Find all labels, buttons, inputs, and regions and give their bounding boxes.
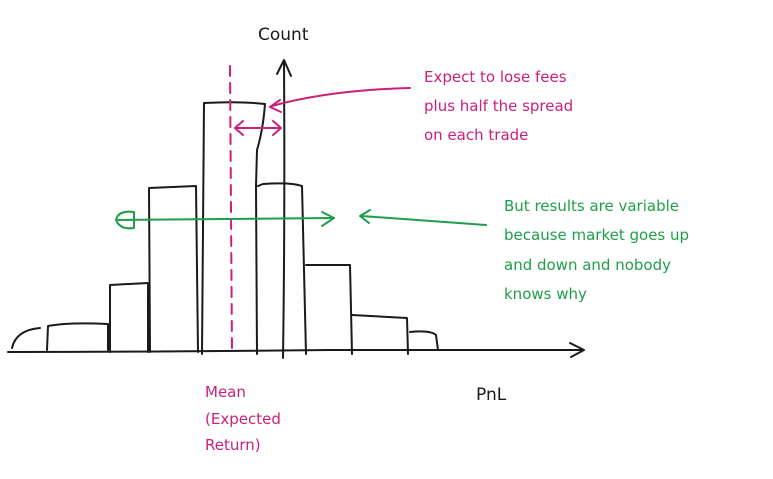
variability-left-head xyxy=(115,210,135,230)
fees-arrowhead-left xyxy=(234,120,244,136)
variability-double-arrow xyxy=(117,217,335,221)
fees-pointer-arrowhead xyxy=(269,99,282,113)
mean-label-line-1: Mean xyxy=(205,383,246,401)
variability-note: But results are variable because market … xyxy=(504,197,689,303)
mean-label-line-3: Return) xyxy=(205,436,261,454)
histogram-bar-left-4 xyxy=(148,185,199,353)
y-axis-line xyxy=(282,61,286,359)
y-axis-arrowhead xyxy=(276,59,292,77)
mean-dashed-line xyxy=(229,65,233,355)
histogram-bar-right-2 xyxy=(351,314,409,355)
x-axis-label: PnL xyxy=(476,385,507,405)
variability-note-line-4: knows why xyxy=(504,285,587,303)
histogram-bar-right-3 xyxy=(409,330,439,351)
histogram-bar-left-3 xyxy=(109,282,149,353)
x-axis-line xyxy=(7,349,583,353)
fees-note: Expect to lose fees plus half the spread… xyxy=(424,68,573,144)
variability-note-line-1: But results are variable xyxy=(504,197,679,215)
mean-label: Mean (Expected Return) xyxy=(205,383,281,454)
variability-note-line-2: because market goes up xyxy=(504,226,689,244)
fees-pointer-line xyxy=(271,87,411,107)
histogram-bar-right-1 xyxy=(305,264,353,355)
y-axis-label: Count xyxy=(258,25,309,45)
fees-note-line-2: plus half the spread xyxy=(424,97,573,115)
histogram-bar-center-tall xyxy=(201,101,266,355)
variability-pointer-arrowhead xyxy=(359,209,371,224)
variability-pointer-line xyxy=(361,215,487,226)
histogram-bar-far-left xyxy=(11,327,41,349)
mean-label-line-2: (Expected xyxy=(205,410,281,428)
histogram xyxy=(11,101,439,355)
histogram-bar-left-2 xyxy=(46,322,109,351)
fees-note-line-3: on each trade xyxy=(424,126,528,144)
fees-arrowhead-right xyxy=(272,120,282,136)
fees-note-line-1: Expect to lose fees xyxy=(424,68,567,86)
x-axis-arrowhead xyxy=(569,342,585,358)
variability-note-line-3: and down and nobody xyxy=(504,256,671,274)
histogram-bar-center-right xyxy=(257,182,307,355)
variability-right-head xyxy=(321,211,335,227)
